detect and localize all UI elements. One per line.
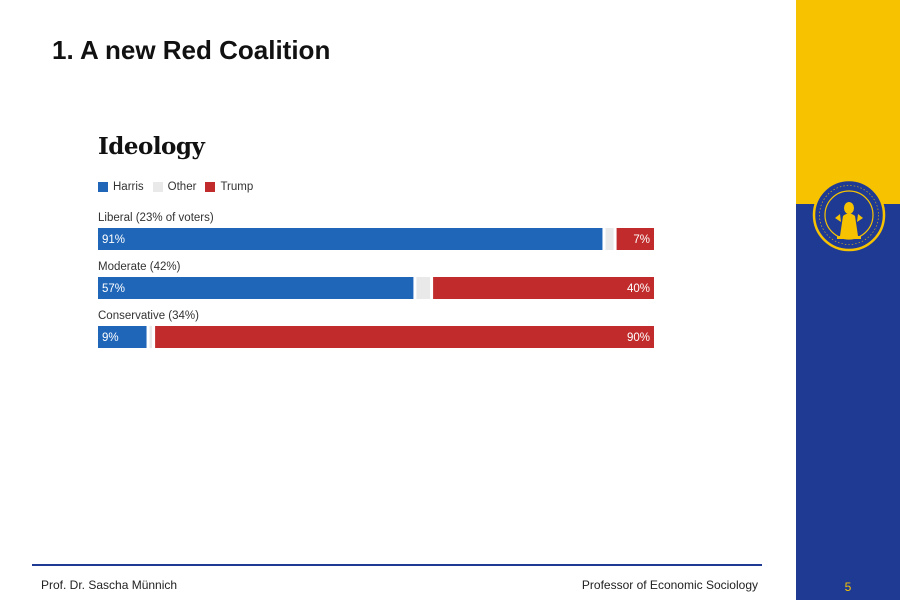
chart-title: Ideology <box>98 133 205 160</box>
data-label-liberal-harris: 91% <box>102 234 125 246</box>
bar-conservative-harris <box>98 326 147 348</box>
legend-swatch-other <box>152 182 163 192</box>
legend-item-trump: Trump <box>205 181 253 193</box>
university-seal-icon <box>812 178 886 252</box>
bar-liberal-other <box>605 228 614 250</box>
footer-divider <box>32 564 762 566</box>
data-label-conservative-trump: 90% <box>627 332 650 344</box>
footer-author: Prof. Dr. Sascha Münnich <box>41 578 178 592</box>
bar-conservative-other <box>149 326 153 348</box>
data-label-moderate-trump: 40% <box>627 283 650 295</box>
brand-sidebar-yellow-band <box>796 0 900 204</box>
data-label-moderate-harris: 57% <box>102 283 125 295</box>
brand-sidebar: 5 <box>796 0 900 600</box>
bar-conservative-trump <box>155 326 654 348</box>
page-number: 5 <box>844 580 852 594</box>
category-label-conservative: Conservative (34%) <box>98 310 199 322</box>
bar-moderate-harris <box>98 277 414 299</box>
data-label-liberal-trump: 7% <box>633 234 650 246</box>
legend-item-other: Other <box>152 181 197 193</box>
legend-label-other: Other <box>167 181 197 193</box>
data-label-conservative-harris: 9% <box>102 332 119 344</box>
footer-position: Professor of Economic Sociology <box>581 578 758 592</box>
bar-liberal-trump <box>616 228 654 250</box>
category-label-moderate: Moderate (42%) <box>98 261 181 273</box>
bar-moderate-other <box>416 277 431 299</box>
legend-swatch-harris <box>98 182 108 192</box>
bar-liberal-harris <box>98 228 603 250</box>
bar-moderate-trump <box>433 277 654 299</box>
legend-item-harris: Harris <box>98 181 144 193</box>
category-label-liberal: Liberal (23% of voters) <box>98 212 214 224</box>
legend-swatch-trump <box>205 182 216 192</box>
legend-label-harris: Harris <box>113 181 144 193</box>
legend-label-trump: Trump <box>220 181 254 193</box>
slide-title: 1. A new Red Coalition <box>52 35 331 65</box>
chart-legend: Harris Other Trump <box>98 179 262 195</box>
